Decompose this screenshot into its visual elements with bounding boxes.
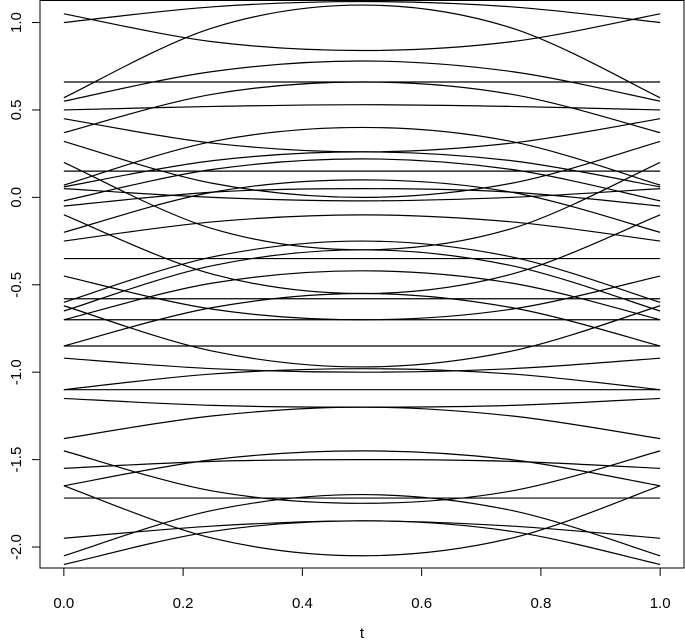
x-tick-label: 0.4 — [292, 595, 313, 612]
y-tick-label: -1.5 — [8, 447, 25, 473]
curve — [63, 188, 661, 202]
x-tick-label: 0.2 — [173, 595, 194, 612]
y-tick-label: 0.0 — [8, 187, 25, 208]
curve — [63, 81, 661, 134]
curve — [63, 406, 661, 440]
curve — [63, 520, 661, 539]
y-tick-label: -1.0 — [8, 359, 25, 385]
curve — [63, 249, 661, 312]
curve — [63, 126, 661, 186]
curve — [63, 459, 661, 469]
curve — [63, 292, 661, 347]
curve — [63, 60, 661, 102]
curve — [63, 179, 661, 233]
curve — [63, 520, 661, 566]
curve — [63, 305, 661, 368]
curve — [63, 357, 661, 373]
curve — [63, 104, 661, 111]
curve — [63, 485, 661, 557]
x-tick-label: 0.6 — [411, 595, 432, 612]
curve — [63, 270, 661, 321]
curve — [63, 0, 661, 24]
y-tick-label: 1.0 — [8, 12, 25, 33]
x-tick-label: 0.8 — [530, 595, 551, 612]
curve — [63, 450, 661, 504]
curve — [63, 275, 661, 321]
x-axis-label: t — [360, 625, 365, 642]
plot-frame — [39, 0, 685, 569]
y-tick-label: -2.0 — [8, 534, 25, 560]
curve — [63, 450, 661, 487]
curve — [63, 214, 661, 242]
y-tick-label: 0.5 — [8, 100, 25, 121]
y-tick-label: -0.5 — [8, 272, 25, 298]
x-tick-label: 0.0 — [53, 595, 74, 612]
curve — [63, 4, 661, 99]
curve — [63, 158, 661, 202]
curve — [63, 368, 661, 391]
curve — [63, 151, 661, 188]
curve — [63, 240, 661, 303]
curve — [63, 493, 661, 557]
curve — [63, 13, 661, 52]
x-tick-label: 1.0 — [650, 595, 671, 612]
curve — [63, 188, 661, 207]
curve — [63, 397, 661, 408]
curve — [63, 118, 661, 153]
